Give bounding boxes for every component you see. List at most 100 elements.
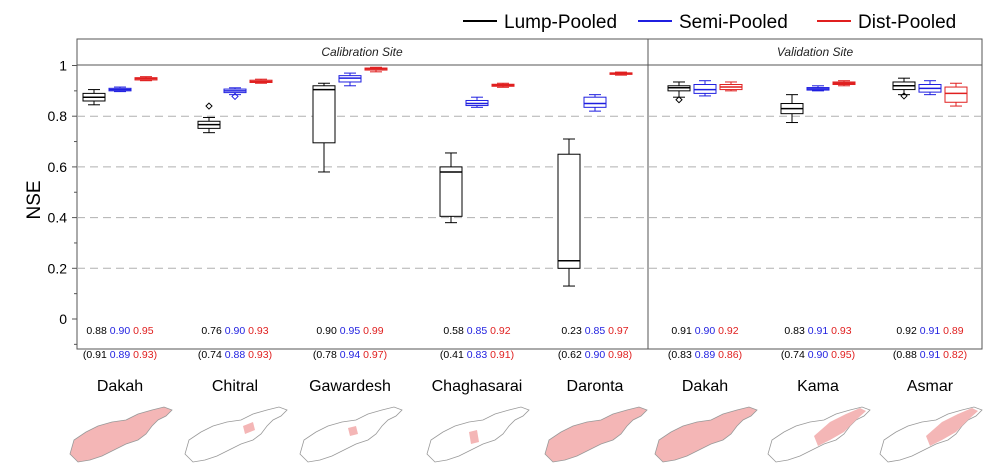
nse-paren-values-dakah: (0.91 0.89 0.93) [83,349,157,361]
nse-paren-values-chitral: (0.74 0.88 0.93) [198,349,272,361]
station-label-chitral: Chitral [212,378,258,395]
box-chitral-dist-pooled [249,78,273,84]
y-tick-label: 0.4 [48,210,68,226]
basin-map-thumbnail [654,406,758,463]
nse-paren-value: 0.82 [940,349,964,361]
nse-value: 0.93 [245,325,269,337]
nse-values-daronta: 0.23 0.85 0.97 [561,325,628,337]
legend-label-dist: Dist-Pooled [858,12,956,33]
station-label-kama: Kama [797,378,839,395]
nse-paren-values-daronta: (0.62 0.90 0.98) [558,349,632,361]
basin-subcatchment [348,426,358,436]
nse-paren-value: 0.62 [561,349,582,361]
box-gawardesh-dist-pooled [364,66,388,73]
nse-paren-value: 0.89 [692,349,716,361]
box-iqr [557,153,581,269]
nse-values-dakah: 0.91 0.90 0.92 [671,325,738,337]
station-label-layer: Dakah Chitral Gawardesh Chaghasarai Daronta D… [97,378,954,395]
box-daronta-semi-pooled [583,94,607,112]
y-tick-label: 0 [59,311,67,327]
box-asmar-dist-pooled [944,82,968,107]
nse-paren-open: ( [83,349,87,361]
basin-map-thumbnail [299,406,403,463]
nse-paren-value: 0.91 [487,349,511,361]
box-kama-semi-pooled [806,85,830,92]
nse-value: 0.90 [222,325,246,337]
outlier-point [900,92,908,100]
nse-paren-values-dakah: (0.83 0.89 0.86) [668,349,742,361]
nse-paren-value: 0.78 [316,349,337,361]
nse-paren-close: ) [739,349,743,361]
outlier-point [675,96,683,104]
station-label-gawardesh: Gawardesh [309,378,391,395]
box-dakah-lump-pooled [82,89,106,106]
nse-paren-open: ( [781,349,785,361]
nse-value: 0.91 [671,325,692,337]
legend-label-lump: Lump-Pooled [504,12,617,33]
box-dakah-dist-pooled [134,76,158,82]
box-dakah-lump-pooled [667,81,691,104]
nse-value: 0.95 [130,325,154,337]
box-gawardesh-lump-pooled [312,82,336,173]
nse-value: 0.90 [107,325,131,337]
box-iqr [312,85,336,144]
box-chitral-lump-pooled [197,102,221,134]
box-iqr [583,96,607,108]
station-label-daronta: Daronta [567,378,624,395]
y-tick-label: 1 [59,58,67,74]
plot-frame [76,38,983,350]
station-label-chaghasarai: Chaghasarai [432,378,523,395]
nse-values-dakah: 0.88 0.90 0.95 [86,325,153,337]
nse-paren-close: ) [154,349,158,361]
nse-value: 0.92 [715,325,739,337]
nse-paren-open: ( [313,349,317,361]
legend: Lump-Pooled Semi-Pooled Dist-Pooled [463,12,956,33]
nse-paren-value: 0.83 [671,349,692,361]
basin-map-thumbnail [544,406,648,463]
basin-subcatchment [243,422,255,434]
y-tick-label: 0.6 [48,159,68,175]
nse-paren-value: 0.83 [464,349,488,361]
y-axis: 0 0.2 0.4 0.6 0.8 1 [48,58,77,345]
nse-label-layer: 0.88 0.90 0.95(0.91 0.89 0.93)0.76 0.90 … [83,325,967,361]
nse-paren-value: 0.89 [107,349,131,361]
nse-paren-value: 0.88 [896,349,917,361]
nse-paren-open: ( [558,349,562,361]
nse-paren-close: ) [384,349,388,361]
station-label-asmar: Asmar [907,378,954,395]
box-kama-dist-pooled [832,80,856,87]
nse-paren-value: 0.74 [784,349,805,361]
outlier-point [231,92,239,101]
basin-outline [654,406,758,463]
nse-paren-value: 0.91 [917,349,941,361]
nse-paren-value: 0.41 [443,349,464,361]
legend-label-semi: Semi-Pooled [679,12,788,33]
basin-map-thumbnail [184,406,288,463]
nse-paren-open: ( [440,349,444,361]
basin-map-layer [69,406,983,463]
basin-outline [69,406,173,463]
nse-paren-value: 0.98 [605,349,629,361]
box-iqr [944,86,968,103]
basin-outline [426,406,530,463]
basin-outline [184,406,288,463]
nse-value: 0.89 [940,325,964,337]
nse-value: 0.92 [896,325,917,337]
nse-value: 0.93 [828,325,852,337]
panel-title-validation: Validation Site [777,45,854,59]
basin-map-thumbnail [426,406,530,463]
nse-paren-value: 0.91 [86,349,107,361]
basin-map-thumbnail [879,406,983,463]
box-chaghasarai-semi-pooled [465,96,489,108]
basin-map-thumbnail [767,406,871,463]
panel-title-calibration: Calibration Site [321,45,403,59]
nse-value: 0.90 [692,325,716,337]
box-chitral-semi-pooled [223,87,247,101]
nse-value: 0.83 [784,325,805,337]
basin-subcatchment [926,408,978,446]
grid-layer [77,115,982,269]
nse-paren-values-kama: (0.74 0.90 0.95) [781,349,855,361]
nse-paren-open: ( [893,349,897,361]
box-asmar-semi-pooled [918,80,942,96]
